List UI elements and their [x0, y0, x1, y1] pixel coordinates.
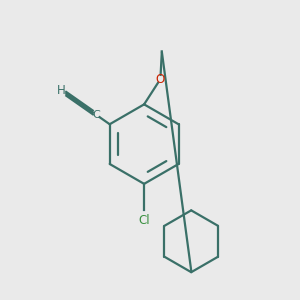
Text: Cl: Cl — [138, 214, 150, 227]
Text: O: O — [156, 73, 165, 86]
Text: H: H — [57, 84, 65, 97]
Text: C: C — [92, 110, 100, 120]
